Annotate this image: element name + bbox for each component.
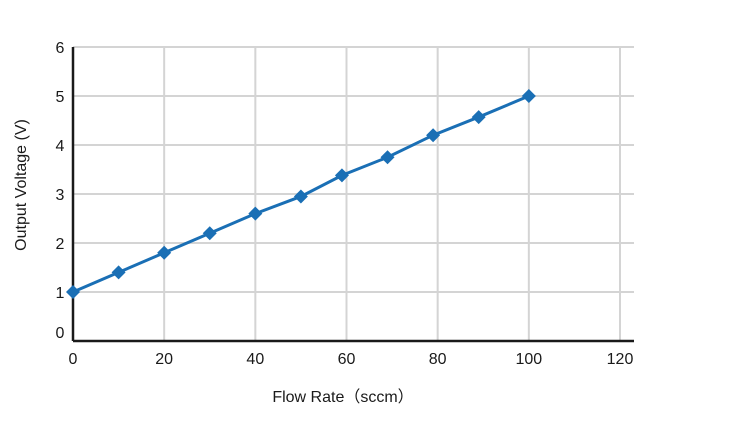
x-tick-label: 20: [155, 351, 173, 368]
x-axis-title: Flow Rate（sccm）: [272, 388, 413, 406]
x-tick-label: 40: [246, 351, 264, 368]
grid: [73, 46, 634, 341]
x-tick-label: 60: [338, 351, 356, 368]
x-tick-label: 0: [69, 351, 78, 368]
y-tick-label: 5: [56, 89, 65, 106]
data-point-marker: [334, 168, 349, 183]
y-tick-label: 4: [56, 138, 65, 155]
data-point-marker: [202, 226, 217, 241]
data-point-marker: [111, 265, 126, 280]
y-tick-label: 2: [56, 236, 65, 253]
data-point-marker: [248, 206, 263, 221]
x-tick-label: 120: [607, 351, 634, 368]
data-point-marker: [471, 110, 486, 125]
data-point-marker: [521, 89, 536, 103]
x-tick-labels: 0 20 40 60 80 100 120: [69, 351, 634, 368]
y-tick-label: 6: [56, 40, 65, 57]
data-point-marker: [293, 189, 308, 204]
data-point-marker: [426, 128, 441, 143]
data-point-marker: [66, 285, 80, 299]
y-tick-label: 1: [56, 285, 65, 302]
y-axis-title: Output Voltage (V): [13, 119, 30, 251]
data-point-marker: [380, 150, 395, 165]
y-tick-labels: 0 1 2 3 4 5 6: [56, 40, 65, 342]
x-tick-label: 80: [429, 351, 447, 368]
data-point-marker: [157, 245, 172, 260]
y-tick-label: 0: [56, 325, 65, 342]
y-tick-label: 3: [56, 187, 65, 204]
series-group: [66, 89, 536, 299]
x-tick-label: 100: [515, 351, 542, 368]
